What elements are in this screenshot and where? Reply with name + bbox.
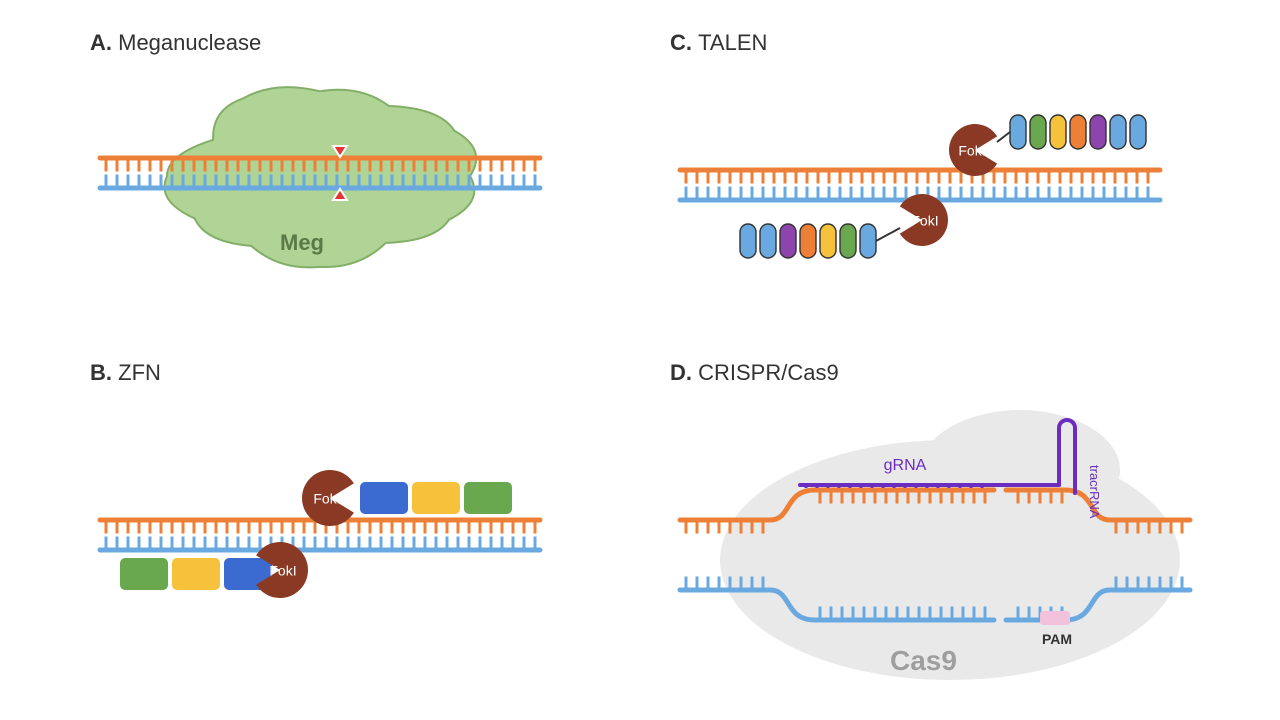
tale-repeat bbox=[780, 224, 796, 258]
panel-title: D. CRISPR/Cas9 bbox=[670, 360, 839, 385]
panel-a-body: Meg bbox=[100, 87, 540, 267]
panel-b-body: FokI FokI bbox=[100, 470, 540, 598]
pam-site bbox=[1040, 611, 1070, 625]
grna-label: gRNA bbox=[884, 457, 927, 474]
foki-label: FokI bbox=[269, 563, 296, 579]
foki-label: FokI bbox=[911, 213, 938, 229]
foki-label: FokI bbox=[958, 143, 985, 159]
zinc-finger bbox=[172, 558, 220, 590]
foki-label: FokI bbox=[313, 491, 340, 507]
zinc-finger bbox=[120, 558, 168, 590]
zinc-finger bbox=[464, 482, 512, 514]
tale-repeat bbox=[1050, 115, 1066, 149]
zinc-finger bbox=[412, 482, 460, 514]
panel-c-body: FokI FokI bbox=[680, 115, 1160, 258]
panel-d-body: gRNA tracrRNA PAM Cas9 bbox=[680, 410, 1190, 680]
tale-repeat bbox=[760, 224, 776, 258]
zinc-finger bbox=[360, 482, 408, 514]
tale-repeat bbox=[840, 224, 856, 258]
panel-title: C. TALEN bbox=[670, 30, 767, 55]
tale-repeat bbox=[1090, 115, 1106, 149]
panel-meganuclease: A. Meganuclease Meg bbox=[90, 30, 540, 267]
panel-crispr: D. CRISPR/Cas9 gRNA tracrRNA PAM Cas9 bbox=[670, 360, 1190, 680]
panel-zfn: B. ZFN FokI FokI bbox=[90, 360, 540, 598]
tale-repeat bbox=[740, 224, 756, 258]
tale-repeat bbox=[800, 224, 816, 258]
panel-title: B. ZFN bbox=[90, 360, 161, 385]
panel-talen: C. TALEN FokI FokI bbox=[670, 30, 1160, 258]
panel-title: A. Meganuclease bbox=[90, 30, 261, 55]
cas9-label: Cas9 bbox=[890, 645, 957, 676]
tracrrna-label: tracrRNA bbox=[1087, 465, 1102, 519]
tale-repeat bbox=[860, 224, 876, 258]
pam-label: PAM bbox=[1042, 631, 1072, 647]
tale-repeat bbox=[1130, 115, 1146, 149]
tale-repeat bbox=[1010, 115, 1026, 149]
meg-label: Meg bbox=[280, 230, 324, 255]
tale-repeat bbox=[1030, 115, 1046, 149]
tale-repeat bbox=[1070, 115, 1086, 149]
tale-repeat bbox=[820, 224, 836, 258]
tale-repeat bbox=[1110, 115, 1126, 149]
